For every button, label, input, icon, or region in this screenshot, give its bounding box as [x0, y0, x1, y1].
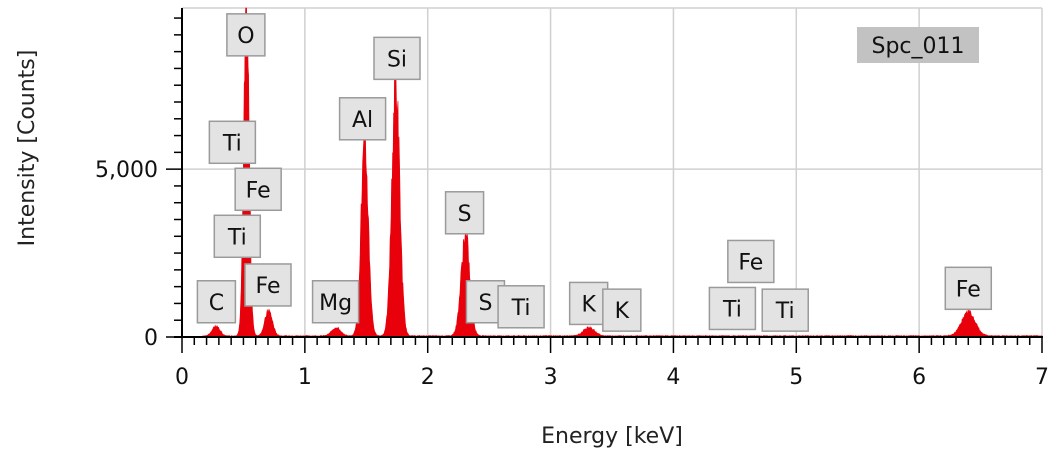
peak-label-text: C — [209, 291, 224, 316]
peak-label-box — [727, 239, 775, 284]
peak-label-text: S — [478, 291, 492, 316]
peak-label: K — [568, 281, 609, 326]
y-tick-label: 5,000 — [95, 158, 158, 183]
peak-label-text: Ti — [722, 297, 742, 322]
peak-label-box — [708, 286, 757, 331]
peak-label-text: Ti — [227, 225, 247, 250]
peak-label-text: Si — [387, 47, 407, 72]
peak-label: Fe — [727, 239, 775, 284]
peak-label-box — [226, 13, 266, 57]
peak-label-box — [196, 280, 237, 324]
peak-label-text: O — [237, 24, 254, 49]
peak-label-box — [311, 280, 360, 324]
peak-label: Al — [338, 97, 387, 141]
peak-label: Fe — [944, 266, 993, 311]
peak-label-box — [244, 263, 292, 307]
peak-label-box — [213, 214, 262, 259]
peak-label-text: Fe — [956, 277, 981, 302]
peak-label-box — [373, 36, 421, 81]
spectrum-id-badge: Spc_011 — [857, 27, 979, 63]
x-tick-label: 2 — [421, 365, 435, 390]
peak-label-box — [568, 281, 609, 326]
peak-label: Ti — [761, 288, 809, 332]
peak-label: Ti — [213, 214, 262, 259]
peak-label-text: Fe — [738, 250, 763, 275]
x-tick-label: 6 — [912, 365, 926, 390]
peak-label-box — [761, 288, 809, 332]
x-tick-label: 0 — [175, 365, 189, 390]
peak-label-box — [497, 285, 545, 329]
peak-label: Fe — [234, 167, 282, 212]
peak-label: Ti — [208, 120, 257, 165]
peak-label-box — [444, 191, 485, 235]
spectrum-id-text: Spc_011 — [871, 34, 964, 59]
peak-label: Si — [373, 36, 421, 81]
peak-label-text: Fe — [256, 274, 281, 299]
peak-label-text: K — [615, 299, 630, 324]
peak-label: Ti — [708, 286, 757, 331]
peak-label: O — [226, 13, 266, 57]
peak-label-text: Fe — [246, 178, 271, 203]
peak-label: Ti — [497, 285, 545, 329]
peak-label-box — [234, 167, 282, 212]
axes: 0 1 2 3 4 5 6 7 0 5,000 — [95, 8, 1049, 390]
peak-label: S — [444, 191, 485, 235]
x-tick-label: 3 — [544, 365, 558, 390]
peak-label-text: Ti — [511, 296, 531, 321]
peak-label-text: Ti — [775, 299, 795, 324]
peak-label-text: K — [581, 292, 596, 317]
peak-label-text: Mg — [319, 291, 352, 316]
x-tick-label: 7 — [1035, 365, 1049, 390]
peak-label: Mg — [311, 280, 360, 324]
peak-label: Fe — [244, 263, 292, 307]
peak-label-text: S — [458, 202, 472, 227]
x-tick-label: 4 — [666, 365, 680, 390]
peak-label-box — [338, 97, 387, 141]
peak-label-box — [944, 266, 993, 311]
x-tick-label: 1 — [298, 365, 312, 390]
spectrum-id-box — [857, 27, 979, 63]
peak-label-box — [602, 288, 642, 332]
y-tick-label: 0 — [144, 326, 158, 351]
x-axis-label: Energy [keV] — [541, 424, 683, 449]
y-axis-label: Intensity [Counts] — [15, 50, 40, 247]
peak-label: C — [196, 280, 237, 324]
x-tick-label: 5 — [789, 365, 803, 390]
peak-label: K — [602, 288, 642, 332]
peak-label-text: Al — [352, 108, 373, 133]
peak-label-box — [208, 120, 257, 165]
peak-label-text: Ti — [222, 131, 242, 156]
